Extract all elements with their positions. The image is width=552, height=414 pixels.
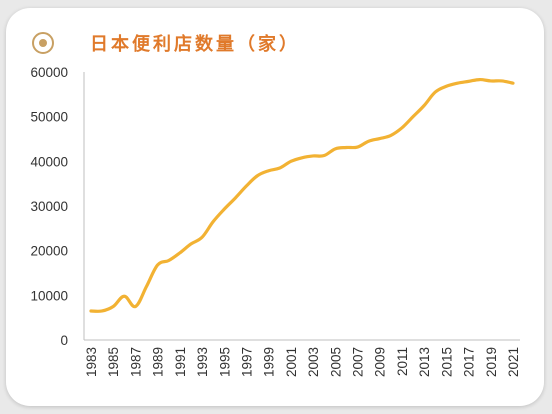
data-point	[400, 126, 403, 129]
x-tick-label: 2021	[506, 347, 521, 377]
x-tick-labels: 1983 1985 1987 1989 1991 1993 1995 1997 1999 2001…	[84, 347, 521, 377]
data-point	[245, 184, 248, 187]
x-tick-label: 2009	[373, 347, 388, 377]
data-point	[167, 259, 170, 262]
data-point	[434, 91, 437, 94]
data-point	[278, 167, 281, 170]
data-point	[323, 154, 326, 157]
y-tick-label: 30000	[30, 199, 68, 214]
data-point	[489, 79, 492, 82]
data-point	[345, 146, 348, 149]
chart-marks	[89, 77, 515, 313]
data-point	[212, 220, 215, 223]
x-tick-label: 2017	[462, 347, 477, 377]
x-tick-label: 2003	[306, 347, 321, 377]
chart-axes	[83, 72, 520, 341]
data-point	[178, 251, 181, 254]
data-point	[90, 309, 93, 312]
x-tick-label: 1997	[239, 347, 254, 377]
circle-dot-icon	[32, 32, 54, 54]
chart-title: 日本便利店数量（家）	[90, 34, 300, 55]
data-point	[478, 78, 481, 81]
data-point	[156, 263, 159, 266]
x-tick-label: 1985	[106, 347, 121, 377]
data-point	[356, 146, 359, 149]
data-point	[223, 208, 226, 211]
x-tick-label: 1991	[173, 347, 188, 377]
data-point	[201, 236, 204, 239]
x-tick-label: 2011	[395, 347, 410, 376]
data-point	[289, 160, 292, 163]
y-tick-label: 0	[60, 333, 68, 348]
y-tick-label: 60000	[30, 65, 68, 80]
data-point	[101, 309, 104, 312]
x-tick-label: 1983	[84, 347, 99, 377]
y-tick-label: 40000	[30, 154, 68, 169]
data-point	[412, 115, 415, 118]
data-point	[334, 147, 337, 150]
data-point	[367, 140, 370, 143]
x-tick-label: 1989	[151, 347, 166, 377]
data-point	[389, 134, 392, 137]
data-point	[134, 305, 137, 308]
data-point	[512, 82, 515, 85]
data-point	[467, 80, 470, 83]
data-point	[234, 196, 237, 199]
x-tick-label: 1999	[262, 347, 277, 377]
y-tick-label: 10000	[30, 288, 68, 303]
x-tick-label: 2001	[284, 347, 299, 377]
data-point	[423, 104, 426, 107]
data-point	[301, 156, 304, 159]
y-tick-label: 50000	[30, 110, 68, 125]
y-tick-label: 20000	[30, 244, 68, 259]
y-tick-labels: 0 10000 20000 30000 40000 50000 60000	[30, 65, 68, 348]
data-point	[312, 154, 315, 157]
x-tick-label: 2007	[351, 347, 366, 377]
x-tick-label: 1993	[195, 347, 210, 377]
x-tick-label: 2013	[417, 347, 432, 377]
data-point	[145, 285, 148, 288]
data-point	[256, 174, 259, 177]
x-tick-label: 2019	[484, 347, 499, 377]
x-tick-label: 1995	[217, 347, 232, 377]
data-point	[378, 137, 381, 140]
data-point	[267, 169, 270, 172]
series-line	[89, 77, 515, 313]
data-point	[500, 79, 503, 82]
data-point	[112, 305, 115, 308]
x-tick-label: 1987	[128, 347, 143, 377]
data-point	[189, 242, 192, 245]
data-point	[123, 295, 126, 298]
x-tick-label: 2015	[439, 347, 454, 377]
data-point	[445, 85, 448, 88]
data-point	[456, 82, 459, 85]
x-tick-label: 2005	[328, 347, 343, 377]
